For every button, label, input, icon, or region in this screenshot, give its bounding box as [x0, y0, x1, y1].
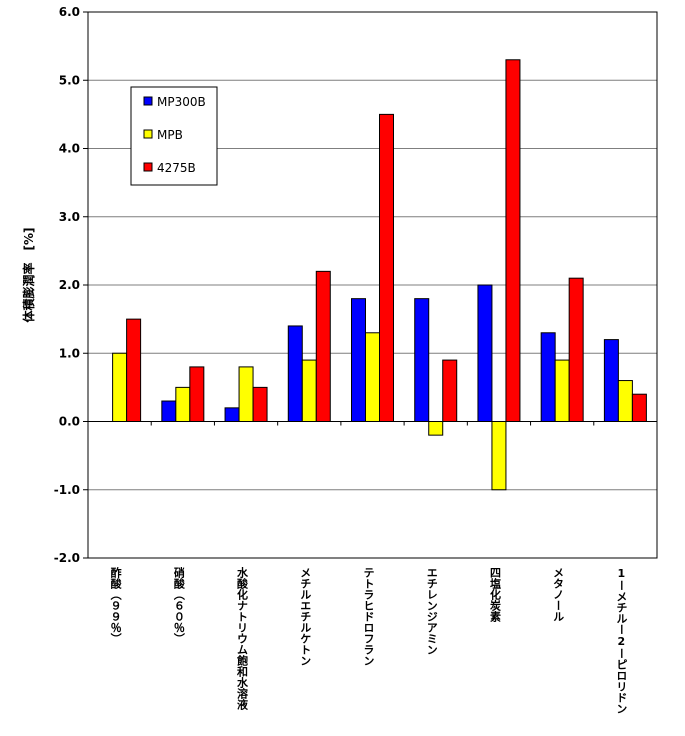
bar-4275b-2	[252, 386, 268, 422]
x-category-label: 酢酸（９９％）	[109, 566, 123, 644]
bar-4275b-8	[631, 393, 647, 423]
legend-swatch-mpb	[143, 129, 153, 139]
y-tick-label: 4.0	[59, 142, 80, 156]
x-category-label: エチレンジアミン	[425, 567, 438, 655]
bar-mpb-2	[238, 366, 254, 422]
bar-4275b-3	[315, 270, 331, 422]
y-axis-label: 体積膨潤率 [%]	[21, 228, 36, 323]
bar-4275b-0	[126, 318, 142, 422]
legend-label-mpb: MPB	[157, 128, 183, 142]
y-tick-label: 5.0	[59, 73, 80, 87]
bar-mp300b-1	[161, 400, 177, 422]
x-axis-ticks: 酢酸（９９％） 硝酸（６０％） 水酸化ナトリウム飽和水溶液 メチルエチルケトン テトラヒ…	[109, 421, 628, 714]
x-category-label: 四塩化炭素	[488, 567, 501, 623]
bar-mp300b-4	[351, 298, 366, 422]
bar-mpb-8	[617, 380, 633, 422]
bar-mp300b-8	[603, 339, 619, 423]
bar-mpb-0	[112, 352, 128, 422]
y-tick-label: 2.0	[59, 278, 80, 292]
bar-4275b-7	[568, 277, 584, 422]
bar-4275b-1	[189, 366, 205, 422]
bar-mp300b-2	[224, 407, 240, 423]
legend-label-mp300b: MP300B	[157, 95, 206, 109]
legend-swatch-mp300b	[143, 96, 153, 106]
y-axis-ticks: -2.0 -1.0 0.0 1.0 2.0 3.0 4.0 5.0 6.0	[54, 5, 88, 565]
bar-mpb-4	[365, 332, 380, 422]
bars	[112, 59, 647, 491]
bar-mpb-5	[428, 421, 444, 436]
y-tick-label: 3.0	[59, 210, 80, 224]
x-category-label: 水酸化ナトリウム飽和水溶液	[236, 566, 250, 711]
bar-mp300b-7	[540, 332, 556, 422]
x-category-label: 硝酸（６０％）	[172, 566, 186, 644]
y-tick-label: 6.0	[59, 5, 80, 19]
x-category-label: メチルエチルケトン	[299, 567, 312, 666]
bar-mpb-3	[301, 359, 317, 423]
y-tick-label: -2.0	[54, 551, 80, 565]
y-tick-label: 1.0	[59, 346, 80, 360]
bar-4275b-4	[379, 113, 394, 422]
x-category-label: 1ーメチルー2ーピロリドン	[615, 567, 628, 714]
x-category-label: メタノール	[552, 567, 565, 622]
y-tick-label: 0.0	[59, 415, 80, 429]
bar-4275b-5	[442, 359, 458, 423]
legend-label-4275b: 4275B	[157, 161, 196, 175]
y-tick-label: -1.0	[54, 483, 80, 497]
bar-mpb-7	[554, 359, 570, 423]
bar-mp300b-3	[287, 325, 303, 423]
bar-mp300b-5	[414, 298, 430, 422]
legend: MP300B MPB 4275B	[130, 86, 218, 186]
legend-swatch-4275b	[143, 162, 153, 172]
bar-mp300b-6	[477, 284, 493, 422]
x-category-label: テトラヒドロフラン	[362, 567, 375, 666]
bar-mpb-1	[175, 386, 191, 422]
bar-4275b-6	[505, 59, 521, 423]
bar-mpb-6	[491, 421, 507, 491]
